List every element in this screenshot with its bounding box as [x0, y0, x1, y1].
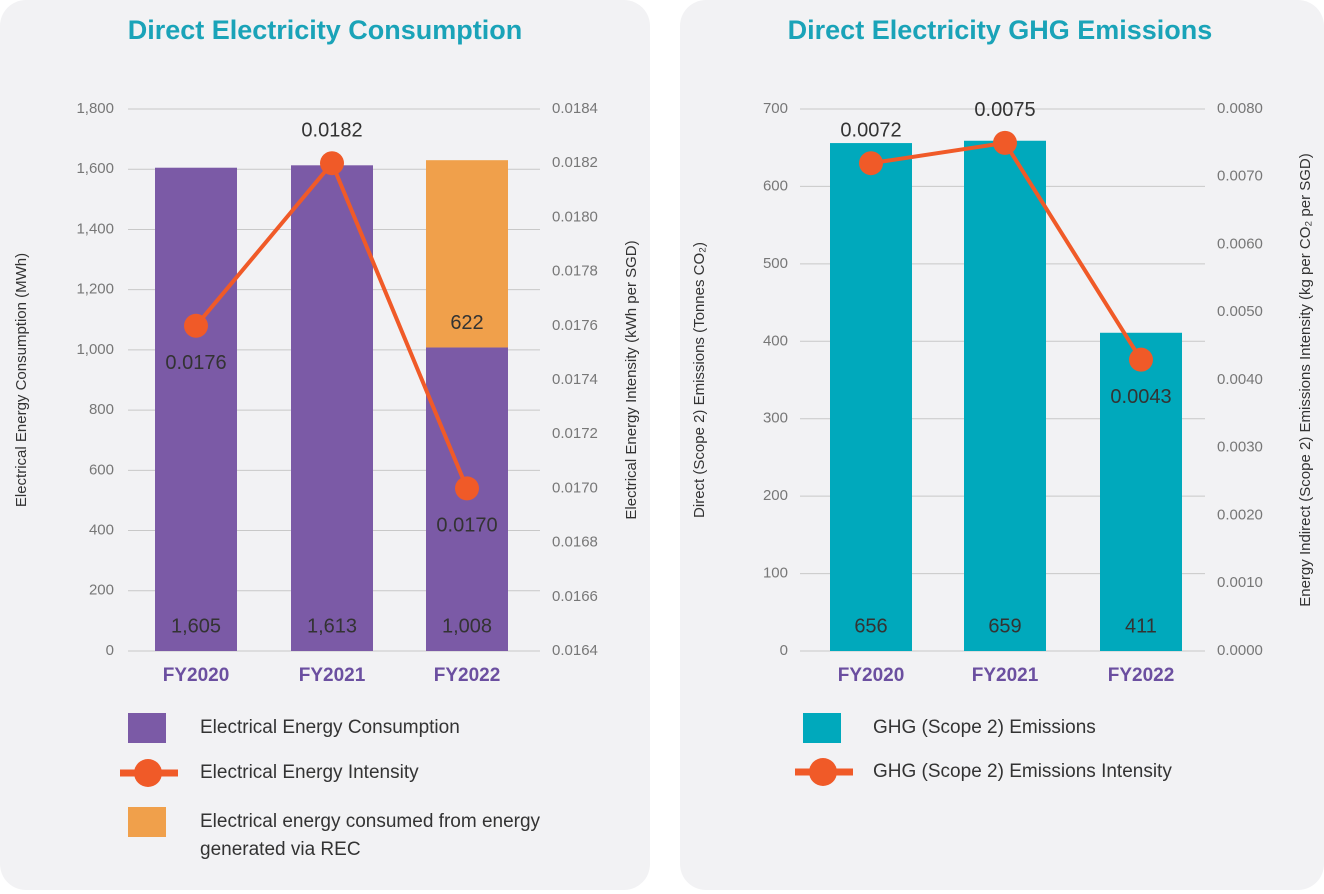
y2-tick-label: 0.0166 [552, 588, 598, 605]
y-tick-label: 300 [763, 410, 788, 427]
y2-tick-label: 0.0050 [1217, 303, 1263, 320]
bar [964, 140, 1046, 651]
y-axis-label: Direct (Scope 2) Emissions (Tonnes CO₂) [691, 242, 708, 518]
bar [155, 167, 237, 651]
data-label: 656 [854, 615, 887, 637]
x-tick-label: FY2020 [163, 665, 230, 686]
y-tick-label: 100 [763, 565, 788, 582]
legend-swatch [803, 713, 841, 743]
y-tick-label: 1,200 [76, 281, 114, 298]
y-tick-label: 1,000 [76, 341, 114, 358]
legend-swatch [809, 758, 837, 786]
y-tick-label: 0 [780, 642, 788, 659]
y2-tick-label: 0.0010 [1217, 574, 1263, 591]
y2-tick-label: 0.0174 [552, 371, 598, 388]
data-label: 411 [1125, 615, 1157, 637]
y-tick-label: 600 [763, 177, 788, 194]
y2-tick-label: 0.0164 [552, 642, 598, 659]
bar [426, 160, 508, 348]
line-point [184, 313, 208, 338]
bar [1100, 332, 1182, 651]
y2-tick-label: 0.0182 [552, 154, 598, 171]
legend-swatch [128, 807, 166, 837]
y-tick-label: 0 [106, 642, 114, 659]
line-point [320, 151, 344, 176]
legend-label: GHG (Scope 2) Emissions [873, 717, 1096, 738]
y2-tick-label: 0.0178 [552, 263, 598, 280]
y-tick-label: 600 [89, 461, 114, 478]
y2-tick-label: 0.0060 [1217, 235, 1263, 252]
y-tick-label: 800 [89, 401, 114, 418]
y-tick-label: 400 [763, 332, 788, 349]
legend-swatch [128, 713, 166, 743]
data-label: 1,008 [442, 615, 492, 637]
line-point [993, 130, 1017, 155]
data-label: 0.0170 [436, 515, 497, 537]
bar [830, 143, 912, 651]
y2-tick-label: 0.0080 [1217, 100, 1263, 117]
y2-tick-label: 0.0172 [552, 425, 598, 442]
data-label: 659 [988, 615, 1021, 637]
y2-tick-label: 0.0040 [1217, 371, 1263, 388]
y2-tick-label: 0.0168 [552, 534, 598, 551]
data-label: 0.0176 [165, 352, 226, 374]
y2-tick-label: 0.0180 [552, 208, 598, 225]
data-label: 0.0072 [840, 119, 901, 141]
y-tick-label: 500 [763, 255, 788, 272]
data-label: 0.0075 [974, 99, 1035, 121]
line-point [1129, 347, 1153, 372]
y-tick-label: 400 [89, 522, 114, 539]
y-tick-label: 1,400 [76, 220, 114, 237]
y-tick-label: 700 [763, 100, 788, 117]
bar [291, 165, 373, 651]
x-tick-label: FY2020 [838, 665, 905, 686]
x-tick-label: FY2022 [434, 665, 501, 686]
chart-title: Direct Electricity Consumption [128, 15, 523, 45]
data-label: 1,605 [171, 615, 221, 637]
y2-tick-label: 0.0176 [552, 317, 598, 334]
data-label: 1,613 [307, 615, 357, 637]
y2-tick-label: 0.0000 [1217, 642, 1263, 659]
legend-label: Electrical Energy Intensity [200, 762, 419, 783]
data-label: 0.0043 [1110, 386, 1171, 408]
y2-tick-label: 0.0020 [1217, 506, 1263, 523]
y2-tick-label: 0.0070 [1217, 168, 1263, 185]
y-axis-label: Electrical Energy Consumption (MWh) [13, 253, 30, 507]
line-point [859, 151, 883, 176]
x-tick-label: FY2021 [972, 665, 1039, 686]
y-tick-label: 200 [763, 487, 788, 504]
data-label: 0.0182 [301, 119, 362, 141]
legend-label: Electrical Energy Consumption [200, 717, 460, 738]
y2-tick-label: 0.0030 [1217, 439, 1263, 456]
line-point [455, 476, 479, 501]
y2-tick-label: 0.0170 [552, 479, 598, 496]
legend-swatch [134, 759, 162, 787]
x-tick-label: FY2022 [1108, 665, 1175, 686]
y-tick-label: 1,800 [76, 100, 114, 117]
x-tick-label: FY2021 [299, 665, 366, 686]
y2-axis-label: Electrical Energy Intensity (kWh per SGD… [623, 240, 640, 519]
y2-tick-label: 0.0184 [552, 100, 598, 117]
legend-label: GHG (Scope 2) Emissions Intensity [873, 761, 1172, 782]
chart-title: Direct Electricity GHG Emissions [788, 15, 1213, 45]
y2-axis-label: Energy Indirect (Scope 2) Emissions Inte… [1297, 153, 1314, 607]
data-label: 622 [450, 312, 483, 334]
legend-label: Electrical energy consumed from energy g… [200, 811, 541, 860]
y-tick-label: 200 [89, 582, 114, 599]
y-tick-label: 1,600 [76, 160, 114, 177]
